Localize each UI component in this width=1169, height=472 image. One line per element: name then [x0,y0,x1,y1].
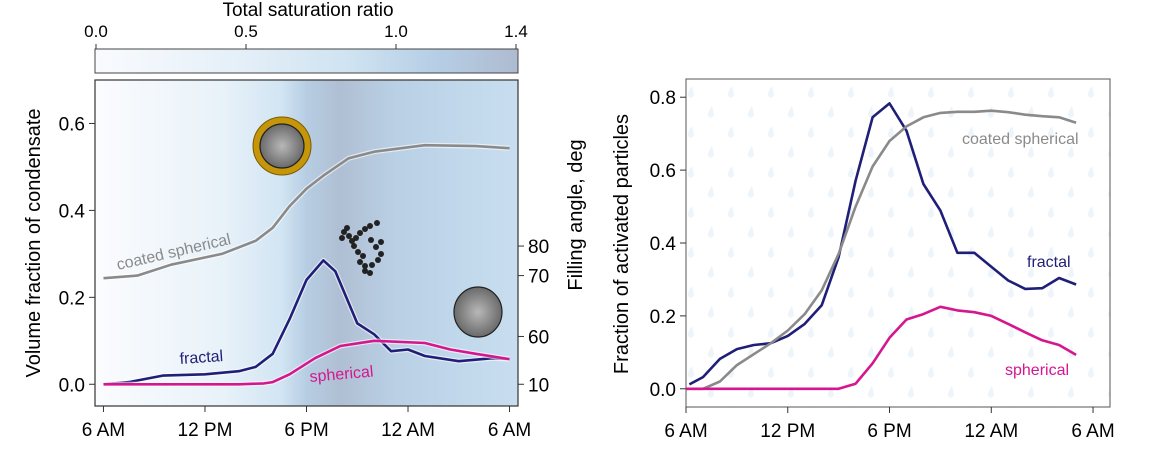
y-tick-label: 0.4 [59,201,86,222]
label-spherical: spherical [309,363,374,386]
plot-background-saturation [94,79,519,407]
colorbar-label: Total saturation ratio [222,0,393,21]
series-line-coated-spherical [686,109,1077,391]
y-tick-label: 0.0 [650,380,676,401]
sphere-icon [453,286,503,338]
x-tick-label: 6 AM [1071,421,1114,442]
y-tick-label: 0.6 [650,161,676,182]
y-tick-label: 0.4 [650,234,677,255]
left-chart: Total saturation ratio 0.0 0.5 1.0 1.4 6 AM… [23,0,587,441]
x-tick-label: 6 AM [664,421,707,442]
colorbar [94,48,519,74]
colorbar-tick-label: 0.0 [84,22,108,41]
label-spherical: spherical [1005,362,1069,379]
label-fractal: fractal [1027,254,1071,271]
x-tick-label: 6 AM [488,420,531,441]
x-tick-label: 6 AM [82,420,125,441]
y-tick-label: 0.2 [59,288,85,309]
series-line-fractal [103,259,510,386]
x-tick-label: 6 PM [284,420,328,441]
x-tick-label: 12 PM [178,420,233,441]
series-line-spherical [686,305,1077,391]
y2-tick-label: 60 [528,327,549,348]
y2-tick-label: 80 [528,237,549,258]
y-tick-label: 0.6 [59,114,85,135]
y-axis-label: Volume fraction of condensate [23,108,45,377]
x-tick-label: 12 PM [760,421,815,442]
fractal-aggregate-icon [339,220,384,276]
coated-sphere-icon [252,116,312,176]
y-tick-label: 0.8 [650,88,676,109]
colorbar-tick-label: 0.5 [234,22,258,41]
colorbar-tick-label: 1.0 [384,22,408,41]
x-tick-label: 12 AM [381,420,435,441]
y2-tick-label: 70 [528,267,549,288]
colorbar-tick-label: 1.4 [504,22,528,41]
series-line-coated-spherical [103,143,510,280]
label-coated-spherical: coated spherical [962,131,1079,148]
x-tick-label: 6 PM [867,421,911,442]
right-chart: 6 AM 12 PM 6 PM 12 AM 6 AM 0.0 0.2 0.4 0.6 0.8 co… [611,78,1115,442]
series-line-fractal [688,102,1077,386]
y-tick-label: 0.0 [59,375,85,396]
y2-tick-label: 10 [528,375,549,396]
y2-axis-label: Filling angle, deg [565,139,587,290]
label-fractal: fractal [179,348,224,368]
y-tick-label: 0.2 [650,307,676,328]
y-axis-label: Fraction of activated particles [611,114,633,374]
series-line-spherical [103,339,510,386]
x-tick-label: 12 AM [964,421,1018,442]
